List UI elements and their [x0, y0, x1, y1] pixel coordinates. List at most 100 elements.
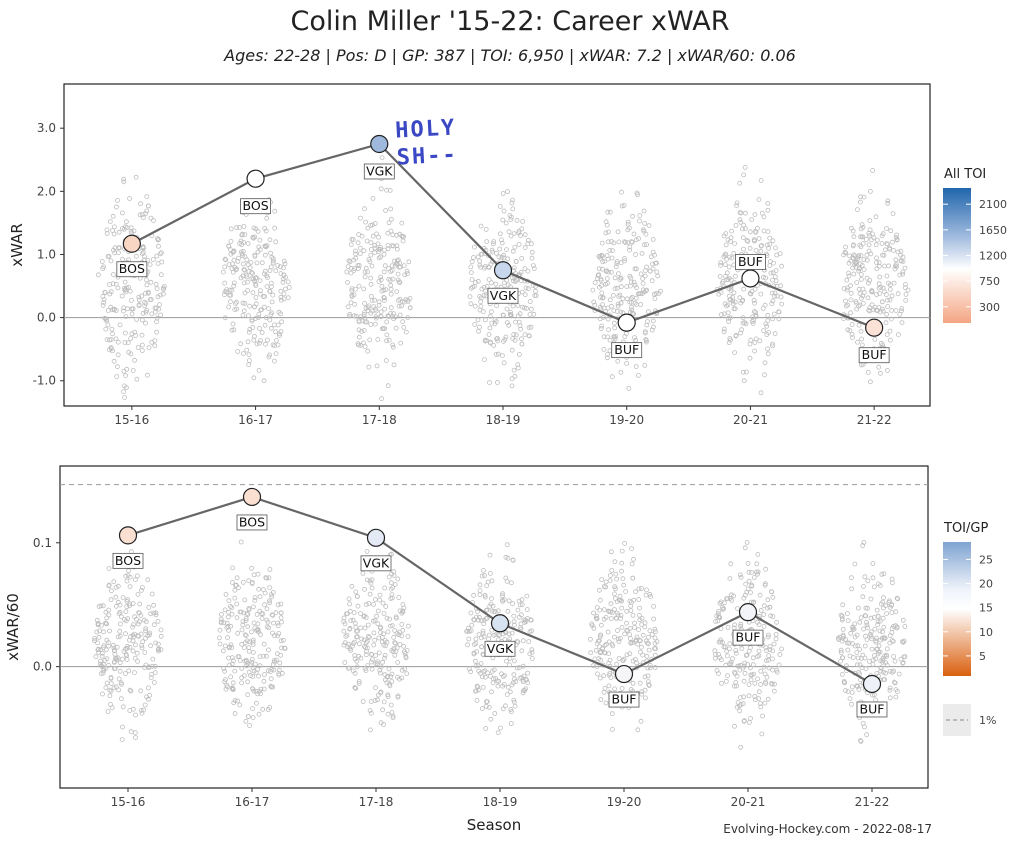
background-point [609, 641, 615, 647]
background-point [111, 231, 117, 237]
chart-title: Colin Miller '15-22: Career xWAR [290, 6, 730, 37]
background-point [356, 263, 362, 268]
background-point [392, 582, 398, 587]
background-point [770, 316, 775, 322]
background-point [893, 257, 899, 263]
background-point [227, 299, 233, 305]
background-point [369, 297, 375, 303]
background-point [733, 332, 739, 338]
background-point [243, 618, 249, 624]
background-point [763, 566, 769, 572]
background-point [251, 337, 257, 343]
background-point [475, 687, 481, 693]
background-point [383, 358, 389, 364]
background-point [356, 641, 362, 647]
background-point [900, 617, 906, 623]
background-point [594, 641, 600, 646]
y-axis-label: xWAR [8, 223, 26, 267]
background-point [612, 275, 618, 281]
background-point [717, 600, 723, 606]
background-point [482, 357, 487, 363]
background-point [640, 287, 646, 293]
background-point [614, 610, 620, 616]
background-point [484, 239, 490, 245]
background-point [391, 635, 397, 640]
background-point [842, 249, 848, 255]
background-point [401, 324, 407, 330]
background-point [746, 578, 752, 584]
background-point [247, 265, 253, 271]
background-point [747, 229, 753, 235]
background-point [388, 596, 394, 601]
background-point [487, 552, 493, 558]
background-point [352, 620, 358, 626]
background-point [261, 672, 267, 677]
background-point [612, 596, 618, 601]
background-point [529, 306, 534, 312]
background-point [619, 605, 625, 611]
background-point [241, 280, 247, 286]
background-point [642, 624, 648, 630]
background-point [490, 680, 496, 686]
background-point [645, 665, 651, 671]
season-point [366, 528, 386, 547]
legend-tick-label: 15 [979, 602, 993, 615]
background-point [510, 278, 516, 284]
background-point [529, 656, 535, 661]
background-point [603, 230, 609, 236]
background-point [379, 288, 385, 294]
background-point [382, 263, 388, 269]
background-point [893, 694, 899, 700]
background-point [123, 652, 129, 657]
background-point [628, 608, 634, 613]
background-point [253, 700, 259, 706]
background-point [106, 583, 112, 589]
background-point [139, 293, 145, 299]
background-point [721, 600, 727, 606]
background-point [524, 305, 529, 311]
background-point [514, 665, 520, 671]
background-point [849, 331, 855, 337]
background-point [278, 601, 284, 607]
background-point [630, 310, 635, 316]
background-point [639, 644, 644, 650]
background-point [529, 255, 535, 261]
background-point [98, 671, 104, 677]
background-point [758, 248, 764, 254]
background-point [147, 262, 153, 268]
background-point [840, 627, 846, 632]
background-point [504, 579, 510, 584]
background-point [755, 569, 761, 575]
background-point [646, 223, 652, 229]
background-point [872, 626, 878, 632]
background-point [776, 316, 782, 322]
background-point [107, 219, 113, 225]
background-point [253, 301, 259, 307]
background-point [363, 652, 369, 658]
background-point [733, 650, 739, 656]
background-point [852, 253, 858, 259]
background-point [899, 305, 905, 311]
background-point [504, 692, 510, 697]
background-point [373, 685, 379, 691]
background-point [92, 638, 97, 643]
background-point [743, 581, 749, 587]
background-point [253, 281, 258, 287]
background-point [381, 295, 387, 301]
background-point [399, 220, 405, 226]
background-point [724, 596, 729, 601]
background-point [139, 212, 145, 217]
background-point [894, 232, 899, 238]
background-point [737, 180, 743, 186]
x-tick-label: 21-22 [855, 795, 890, 809]
x-tick-label: 17-18 [362, 413, 397, 427]
background-point [382, 585, 388, 591]
background-point [898, 656, 904, 662]
background-point [477, 324, 482, 330]
background-point [620, 658, 626, 663]
background-point [99, 653, 105, 659]
background-point [779, 646, 784, 652]
background-point [897, 272, 903, 278]
background-point [123, 609, 129, 614]
background-point [363, 219, 369, 225]
